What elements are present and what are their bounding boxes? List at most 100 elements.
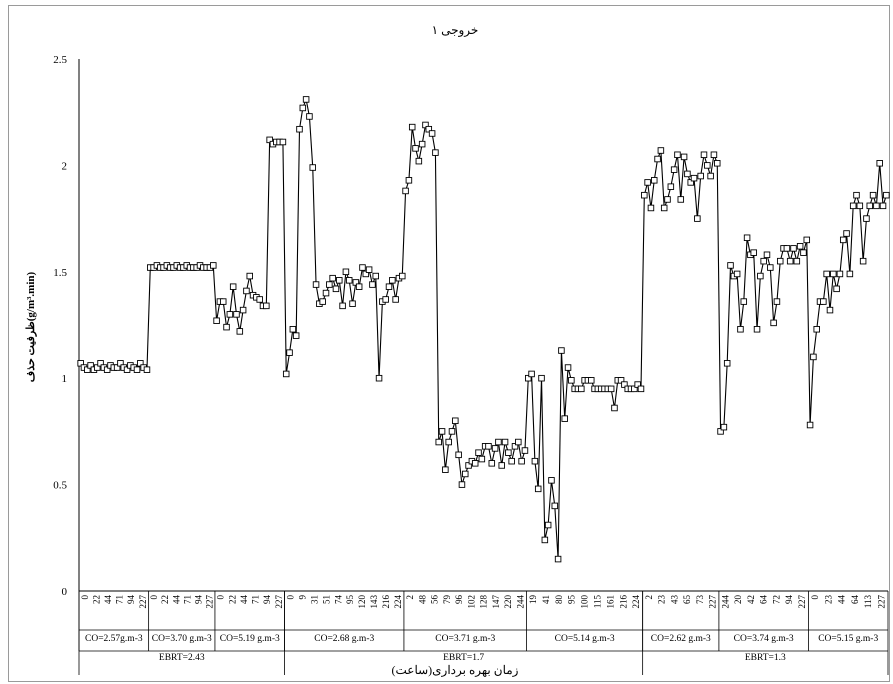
data-point-marker xyxy=(651,177,658,184)
data-point-marker xyxy=(757,272,764,280)
x-tick-label: 44 xyxy=(239,595,249,605)
data-point-marker xyxy=(117,360,124,367)
data-point-marker xyxy=(462,470,469,478)
data-point-marker xyxy=(326,281,333,288)
x-tick-label: 72 xyxy=(772,595,782,604)
data-point-marker xyxy=(647,204,655,212)
x-tick-label: 23 xyxy=(823,595,833,605)
data-point-marker xyxy=(233,311,240,318)
data-point-marker xyxy=(727,262,734,269)
data-point-marker xyxy=(113,364,121,371)
data-point-marker xyxy=(720,423,728,431)
data-point-marker xyxy=(428,130,436,137)
data-point-marker xyxy=(664,196,671,203)
data-point-marker xyxy=(644,179,651,186)
data-point-marker xyxy=(773,298,781,305)
data-point-marker xyxy=(690,174,698,182)
x-tick-label: 71 xyxy=(251,595,261,604)
data-point-marker xyxy=(455,451,462,459)
x-tick-label: 227 xyxy=(274,595,284,609)
data-point-marker xyxy=(438,428,446,435)
data-point-marker xyxy=(133,366,141,373)
y-tick-label: 0 xyxy=(62,586,68,598)
data-point-marker xyxy=(826,306,834,314)
x-tick-label: 143 xyxy=(369,595,379,609)
data-point-marker xyxy=(839,236,847,244)
x-tick-label: 102 xyxy=(466,595,476,609)
y-axis-label: ظرفیت حذف(g/m³.min) xyxy=(25,271,37,382)
data-point-marker xyxy=(501,438,509,446)
data-point-marker xyxy=(863,215,870,222)
data-point-marker xyxy=(491,445,499,452)
series-line-path xyxy=(80,97,887,560)
data-point-marker xyxy=(448,428,456,435)
data-point-marker xyxy=(770,319,777,327)
x-tick-label: 73 xyxy=(695,595,705,605)
x-axis-label: زمان بهره برداری(ساعت) xyxy=(392,663,519,677)
y-tick-label: 1 xyxy=(62,373,68,385)
data-point-marker xyxy=(511,443,519,450)
x-tick-label: 2 xyxy=(644,595,654,600)
y-tick-label: 0.5 xyxy=(53,480,67,492)
data-point-marker xyxy=(568,377,575,384)
data-point-marker xyxy=(836,270,844,278)
data-point-marker xyxy=(538,374,545,382)
data-point-marker xyxy=(219,298,227,305)
data-point-marker xyxy=(803,236,811,244)
data-point-marker xyxy=(714,160,721,167)
condition-label: CO=2.57g.m-3 xyxy=(85,634,143,644)
y-tick-label: 2.5 xyxy=(53,54,67,66)
data-point-marker xyxy=(723,360,731,367)
condition-label: CO=5.19 g.m-3 xyxy=(220,634,280,644)
data-point-marker xyxy=(518,457,525,465)
data-point-marker xyxy=(743,234,751,241)
data-point-marker xyxy=(256,296,263,303)
data-point-marker xyxy=(392,296,399,303)
data-point-marker xyxy=(717,428,724,435)
x-tick-label: 224 xyxy=(393,595,403,609)
x-tick-label: 100 xyxy=(580,595,590,609)
data-point-marker xyxy=(355,283,363,290)
data-point-marker xyxy=(103,366,111,373)
x-tick-label: 0 xyxy=(149,595,159,600)
data-point-marker xyxy=(813,326,820,333)
x-tick-label: 31 xyxy=(309,595,319,604)
data-point-marker xyxy=(697,172,704,180)
data-point-marker xyxy=(859,257,867,265)
data-point-marker xyxy=(322,289,330,297)
data-point-marker xyxy=(879,202,887,210)
data-point-marker xyxy=(342,268,350,276)
data-point-marker xyxy=(478,455,486,463)
condition-label: CO=2.68 g.m-3 xyxy=(314,634,374,644)
data-point-marker xyxy=(796,243,804,250)
x-tick-label: 64 xyxy=(759,595,769,605)
data-point-marker xyxy=(541,536,549,544)
data-point-marker xyxy=(349,300,356,307)
x-tick-label: 56 xyxy=(430,595,440,605)
data-point-marker xyxy=(352,279,360,286)
x-tick-label: 161 xyxy=(605,595,615,609)
condition-label: CO=3.74 g.m-3 xyxy=(734,634,794,644)
x-tick-label: 227 xyxy=(138,595,148,609)
x-tick-labels: 0 22 44 71 94 227 0 22 44 71 94 227 0 22 44 71 94 227 0 9 31… xyxy=(80,595,887,609)
data-point-marker xyxy=(93,364,101,371)
data-point-marker xyxy=(534,485,542,493)
data-point-marker xyxy=(823,270,830,278)
data-point-marker xyxy=(243,287,250,295)
condition-label: CO=5.14 g.m-3 xyxy=(555,634,615,644)
chart-title: خروجی ۱ xyxy=(432,23,479,37)
x-tick-label: 41 xyxy=(541,595,551,604)
data-point-marker xyxy=(471,460,479,467)
data-point-marker xyxy=(687,179,694,186)
x-tick-label: 220 xyxy=(503,595,513,609)
data-point-marker xyxy=(843,230,850,237)
data-point-marker xyxy=(525,374,532,382)
chart-frame xyxy=(8,5,890,682)
data-point-marker xyxy=(733,270,741,278)
ebrt-label: EBRT=2.43 xyxy=(159,653,205,663)
data-point-marker xyxy=(408,123,416,131)
x-tick-label: 20 xyxy=(733,595,743,605)
x-tick-label: 43 xyxy=(669,595,679,605)
y-tick-label: 2 xyxy=(62,160,68,172)
data-point-marker xyxy=(382,296,389,303)
